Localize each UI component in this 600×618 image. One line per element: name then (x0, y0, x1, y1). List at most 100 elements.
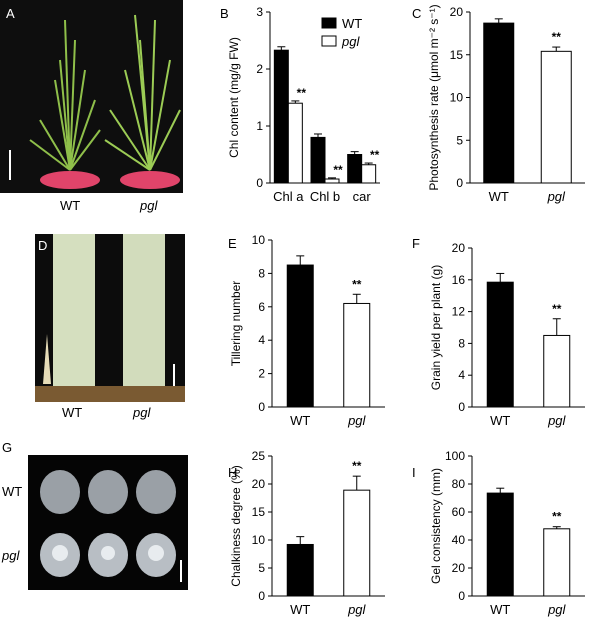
pot-wt (40, 171, 100, 189)
y-axis-label: Tillering number (229, 281, 243, 367)
y-tick-label: 20 (450, 5, 464, 19)
significance-label: ** (370, 148, 380, 162)
y-tick-label: 10 (252, 233, 266, 247)
y-tick-label: 2 (258, 367, 265, 381)
significance-label: ** (352, 459, 362, 473)
y-tick-label: 40 (452, 533, 466, 547)
panel-letter-h: H (228, 465, 238, 480)
y-tick-label: 5 (456, 133, 463, 147)
panel-letter-f: F (412, 236, 420, 251)
y-axis-label: Photosynthesis rate (μmol m⁻² s⁻¹) (427, 4, 441, 190)
bar (347, 154, 363, 184)
photo-grains (28, 455, 188, 590)
panel-letter-i: I (412, 465, 416, 480)
y-tick-label: 60 (452, 505, 466, 519)
significance-label: ** (297, 86, 307, 100)
bar (287, 102, 303, 184)
x-tick-label: pgl (547, 189, 566, 204)
significance-label: ** (552, 302, 562, 316)
y-tick-label: 25 (252, 449, 266, 463)
y-tick-label: 16 (452, 273, 466, 287)
y-tick-label: 0 (258, 589, 265, 603)
y-tick-label: 0 (456, 176, 463, 190)
scale-bar (9, 150, 11, 180)
y-tick-label: 4 (458, 368, 465, 382)
x-tick-label: WT (490, 413, 510, 428)
y-tick-label: 20 (452, 241, 466, 255)
label-g-pgl: pgl (2, 548, 20, 563)
legend-swatch (321, 35, 337, 47)
bar (486, 281, 514, 408)
stem-pgl (123, 234, 165, 394)
bar (543, 334, 571, 408)
bar (486, 492, 514, 597)
y-tick-label: 5 (258, 561, 265, 575)
bar (343, 489, 371, 597)
y-tick-label: 0 (258, 400, 265, 414)
y-tick-label: 100 (445, 449, 465, 463)
y-tick-label: 0 (458, 589, 465, 603)
plant-pgl-leaves (104, 14, 181, 171)
bar (543, 528, 571, 597)
plant-illustration (0, 0, 183, 193)
x-tick-label: pgl (547, 602, 566, 617)
pot-pgl (120, 171, 180, 189)
y-tick-label: 20 (452, 561, 466, 575)
legend-label: WT (342, 16, 362, 31)
x-tick-label: pgl (347, 413, 366, 428)
x-tick-label: Chl b (310, 189, 340, 204)
bar (361, 164, 377, 184)
y-tick-label: 8 (458, 336, 465, 350)
x-tick-label: WT (290, 602, 310, 617)
label-a-wt: WT (60, 198, 81, 213)
x-tick-label: WT (290, 413, 310, 428)
bar (324, 178, 340, 184)
panel-letter-e: E (228, 236, 237, 251)
panel-letter-b: B (220, 6, 229, 21)
y-tick-label: 8 (258, 266, 265, 280)
y-tick-label: 4 (258, 333, 265, 347)
significance-label: ** (552, 510, 562, 524)
bar (273, 49, 289, 184)
y-tick-label: 2 (256, 62, 263, 76)
scale-bar (180, 560, 182, 582)
y-tick-label: 6 (258, 300, 265, 314)
y-tick-label: 0 (458, 400, 465, 414)
bar (343, 302, 371, 408)
panel-letter-c: C (412, 6, 422, 21)
y-axis-label: Chalkiness degree (%) (229, 465, 243, 586)
y-tick-label: 80 (452, 477, 466, 491)
y-tick-label: 3 (256, 5, 263, 19)
y-tick-label: 1 (256, 119, 263, 133)
x-tick-label: WT (489, 189, 509, 204)
y-tick-label: 15 (252, 505, 266, 519)
label-d-wt: WT (62, 405, 83, 420)
label-d-pgl: pgl (133, 405, 151, 420)
y-tick-label: 10 (252, 533, 266, 547)
y-tick-label: 20 (252, 477, 266, 491)
stem-illustration (35, 234, 185, 402)
x-tick-label: car (353, 189, 372, 204)
panel-letter-d: D (38, 238, 48, 253)
y-axis-label: Gel consistency (mm) (429, 468, 443, 584)
bar (286, 264, 314, 408)
legend-swatch (321, 17, 337, 29)
y-tick-label: 0 (256, 176, 263, 190)
grains-wt (40, 470, 176, 514)
y-tick-label: 15 (450, 48, 464, 62)
significance-label: ** (333, 163, 343, 177)
bar (310, 136, 326, 184)
scale-bar (173, 364, 175, 386)
x-tick-label: pgl (547, 413, 566, 428)
photo-stems (35, 234, 185, 402)
label-g-wt: WT (2, 484, 23, 499)
panel-letter-g: G (2, 440, 13, 455)
significance-label: ** (352, 277, 362, 291)
x-tick-label: WT (490, 602, 510, 617)
legend-label: pgl (341, 34, 360, 49)
y-axis-label: Grain yield per plant (g) (429, 265, 443, 390)
bar (483, 22, 515, 184)
panel-letter-a: A (6, 6, 15, 21)
x-tick-label: Chl a (273, 189, 304, 204)
bar (540, 50, 572, 184)
